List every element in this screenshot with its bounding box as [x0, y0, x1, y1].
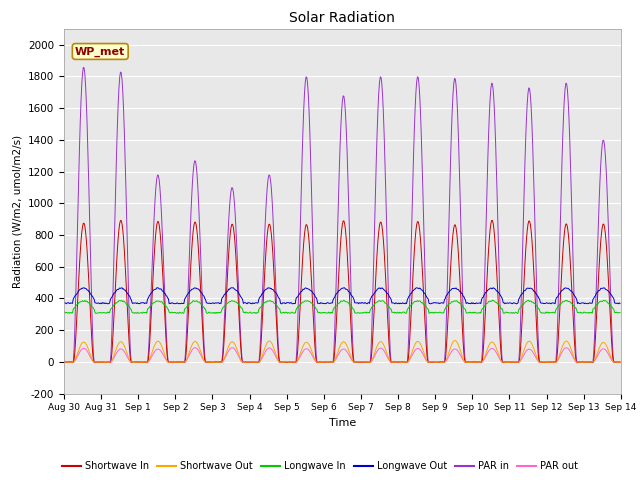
Longwave Out	[364, 301, 371, 307]
Shortwave Out	[128, 359, 136, 365]
PAR in	[397, 360, 405, 365]
Text: WP_met: WP_met	[75, 47, 125, 57]
PAR in	[214, 360, 221, 365]
Longwave Out	[616, 300, 624, 306]
Shortwave Out	[60, 359, 68, 365]
Shortwave Out	[410, 343, 418, 348]
PAR out	[213, 360, 221, 365]
Longwave Out	[70, 295, 78, 300]
PAR out	[616, 360, 624, 365]
PAR in	[79, 64, 87, 70]
Shortwave Out	[185, 351, 193, 357]
Shortwave Out	[616, 360, 624, 365]
Shortwave In	[70, 358, 78, 363]
Longwave Out	[410, 287, 418, 292]
Shortwave In	[488, 217, 496, 223]
Shortwave Out	[70, 359, 78, 364]
Shortwave Out	[427, 360, 435, 365]
PAR out	[412, 348, 419, 353]
Line: PAR in: PAR in	[64, 67, 620, 362]
PAR out	[70, 359, 78, 365]
Longwave In	[214, 310, 221, 315]
Longwave In	[173, 311, 180, 316]
Longwave Out	[427, 301, 435, 307]
PAR out	[228, 345, 236, 350]
Shortwave Out	[451, 338, 458, 344]
Line: Shortwave Out: Shortwave Out	[64, 341, 620, 362]
Shortwave In	[60, 359, 68, 365]
PAR in	[428, 360, 435, 365]
Shortwave Out	[214, 360, 221, 365]
Longwave Out	[490, 285, 497, 290]
Shortwave In	[184, 323, 191, 329]
PAR out	[428, 360, 435, 365]
PAR in	[185, 276, 193, 282]
PAR in	[128, 359, 136, 365]
PAR out	[390, 360, 398, 365]
Line: Longwave Out: Longwave Out	[64, 288, 620, 304]
X-axis label: Time: Time	[329, 418, 356, 428]
Line: PAR out: PAR out	[64, 348, 620, 362]
Longwave In	[127, 307, 135, 312]
PAR out	[60, 359, 68, 365]
Longwave In	[340, 297, 348, 303]
PAR in	[412, 107, 419, 112]
Line: Longwave In: Longwave In	[64, 300, 620, 313]
Y-axis label: Radiation (W/m2, umol/m2/s): Radiation (W/m2, umol/m2/s)	[12, 134, 22, 288]
PAR in	[616, 359, 624, 365]
PAR in	[70, 347, 78, 353]
Shortwave In	[389, 360, 397, 365]
Line: Shortwave In: Shortwave In	[64, 220, 620, 362]
Shortwave In	[127, 360, 135, 365]
PAR out	[127, 360, 135, 365]
PAR out	[184, 355, 191, 361]
Longwave Out	[184, 291, 191, 297]
Shortwave In	[616, 360, 624, 365]
Longwave Out	[127, 297, 135, 302]
Longwave Out	[213, 300, 221, 306]
Longwave In	[60, 309, 68, 315]
Longwave In	[428, 310, 435, 316]
Longwave In	[412, 299, 419, 304]
Shortwave In	[213, 360, 221, 365]
Longwave In	[616, 310, 624, 315]
Title: Solar Radiation: Solar Radiation	[289, 11, 396, 25]
Longwave Out	[60, 300, 68, 306]
PAR in	[60, 360, 68, 365]
Longwave In	[70, 305, 78, 311]
Longwave In	[185, 302, 193, 308]
Shortwave Out	[104, 360, 111, 365]
Shortwave In	[427, 360, 435, 365]
Legend: Shortwave In, Shortwave Out, Longwave In, Longwave Out, PAR in, PAR out: Shortwave In, Shortwave Out, Longwave In…	[58, 457, 582, 475]
Shortwave In	[410, 248, 418, 254]
